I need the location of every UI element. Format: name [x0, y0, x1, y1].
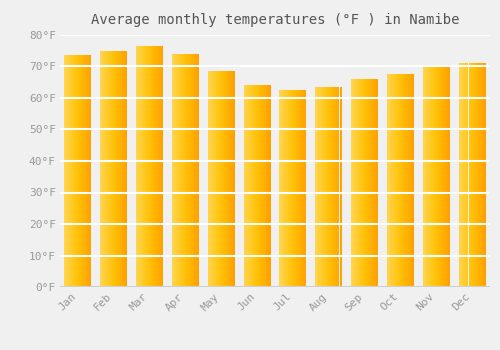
- Title: Average monthly temperatures (°F ) in Namibe: Average monthly temperatures (°F ) in Na…: [91, 13, 459, 27]
